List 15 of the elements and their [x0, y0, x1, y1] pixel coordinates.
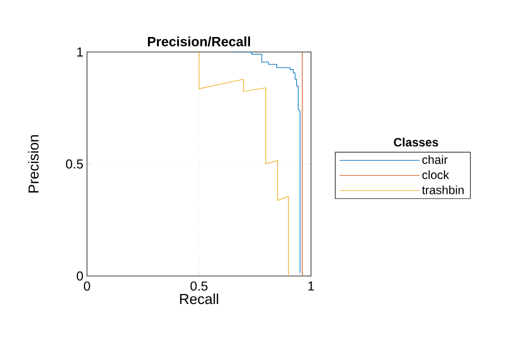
chart-title: Precision/Recall [148, 36, 250, 46]
x-tick-label: 0.5 [190, 282, 208, 291]
x-tick-label: 1 [308, 282, 314, 290]
text: chair [422, 155, 448, 164]
line-series [198, 52, 289, 276]
y-axis-title: Precision [28, 135, 39, 193]
text: clock [422, 170, 450, 180]
y-tick-label: 1 [77, 48, 83, 56]
text: trashbin [422, 185, 464, 194]
y-tick-label: 0.5 [66, 159, 83, 169]
legend-title: Classes [394, 138, 438, 146]
y-tick-label: 0 [76, 271, 83, 281]
x-tick-label: 0 [84, 282, 90, 291]
line-series [232, 52, 300, 274]
x-axis-title: Recall [180, 294, 218, 304]
